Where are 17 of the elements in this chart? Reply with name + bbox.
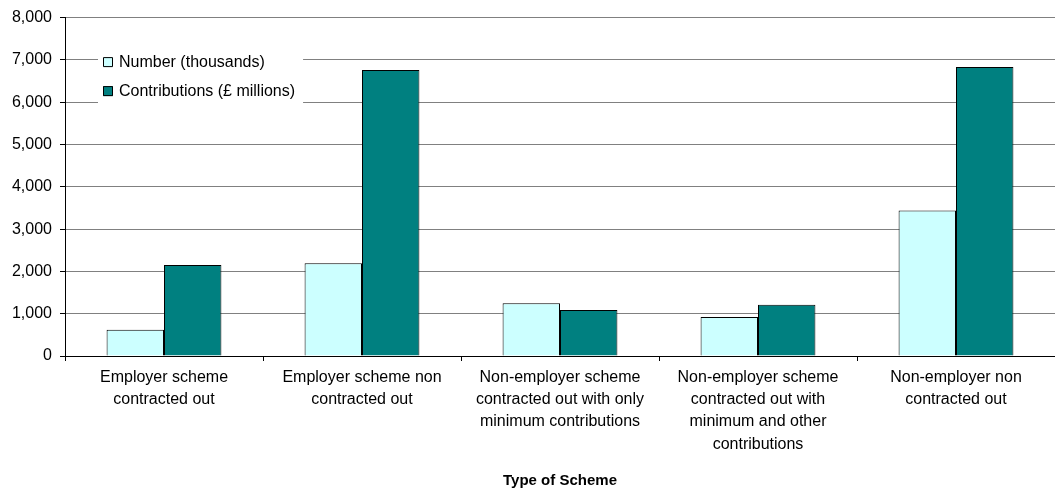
y-tick-label: 0 <box>43 346 53 364</box>
y-tick-label: 6,000 <box>11 92 53 110</box>
legend-label: Contributions (£ millions) <box>119 81 296 99</box>
y-tick-label: 8,000 <box>11 8 53 26</box>
y-tick-label: 1,000 <box>11 304 53 322</box>
x-tick-label: Non-employer non contracted out <box>890 367 1022 408</box>
x-tick-label: Employer scheme contracted out <box>99 367 229 408</box>
x-tick-label: Employer scheme non contracted out <box>282 367 442 408</box>
y-tick-label: 2,000 <box>11 261 53 279</box>
y-tick-label: 5,000 <box>11 134 53 152</box>
x-tick-label: Non-employer scheme contracted out with only minimum contributions <box>475 367 645 430</box>
legend-label: Number (thousands) <box>119 52 265 70</box>
y-tick-label: 7,000 <box>11 50 53 68</box>
x-tick-label: Non-employer scheme contracted out with minimum and other contributions <box>677 367 839 452</box>
x-axis-title: Type of Scheme <box>503 471 617 489</box>
y-tick-label: 3,000 <box>11 219 53 237</box>
y-tick-label: 4,000 <box>11 177 53 195</box>
